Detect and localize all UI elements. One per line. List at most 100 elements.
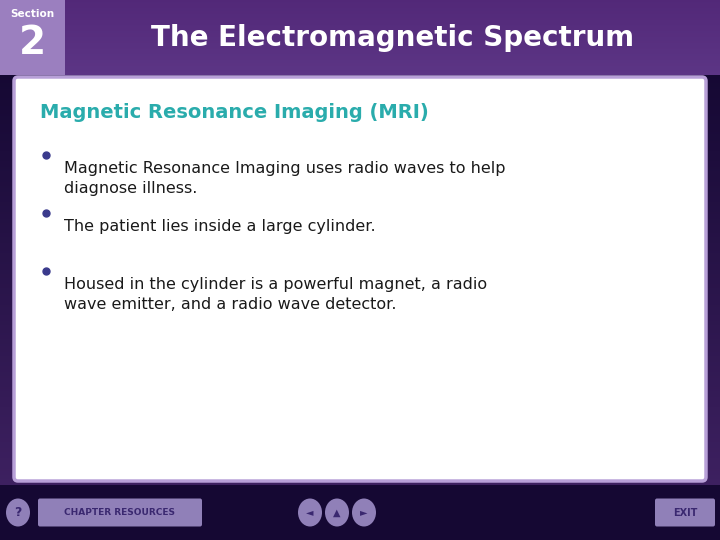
Bar [0, 397, 720, 399]
Bar [0, 3, 720, 4]
Bar [0, 96, 720, 98]
Bar [0, 282, 720, 284]
FancyBboxPatch shape [0, 0, 65, 75]
Bar [0, 62, 720, 63]
Bar [0, 43, 720, 44]
Bar [0, 366, 720, 368]
Bar [0, 374, 720, 376]
Bar [0, 379, 720, 381]
Bar [0, 129, 720, 130]
Bar [0, 130, 720, 132]
Bar [0, 348, 720, 350]
Bar [0, 110, 720, 112]
Bar [0, 12, 720, 13]
Bar [0, 102, 720, 104]
Bar [0, 87, 720, 89]
Bar [0, 444, 720, 446]
Bar [0, 325, 720, 327]
Bar [0, 477, 720, 479]
Bar [0, 40, 720, 41]
Bar [0, 360, 720, 362]
Text: ?: ? [14, 506, 22, 519]
Bar [0, 13, 720, 14]
Bar [0, 458, 720, 461]
Bar [0, 204, 720, 206]
Bar [0, 264, 720, 266]
Bar [0, 83, 720, 85]
Bar [0, 181, 720, 184]
Bar [0, 73, 720, 74]
Bar [0, 171, 720, 173]
Bar [0, 335, 720, 338]
Bar [0, 391, 720, 393]
Bar [0, 45, 720, 46]
Bar [0, 384, 720, 387]
Bar [0, 464, 720, 467]
FancyBboxPatch shape [0, 485, 720, 540]
Bar [0, 79, 720, 81]
Bar [0, 170, 720, 171]
Bar [0, 475, 720, 477]
Bar [0, 159, 720, 161]
Text: The patient lies inside a large cylinder.: The patient lies inside a large cylinder… [64, 219, 376, 234]
Bar [0, 280, 720, 282]
Bar [0, 300, 720, 302]
Text: ►: ► [360, 508, 368, 517]
Bar [0, 327, 720, 329]
Bar [0, 291, 720, 292]
Bar [0, 6, 720, 7]
Bar [0, 231, 720, 233]
Bar [0, 139, 720, 140]
Bar [0, 26, 720, 27]
Bar [0, 51, 720, 52]
Bar [0, 309, 720, 310]
Bar [0, 270, 720, 272]
Bar [0, 278, 720, 280]
Bar [0, 420, 720, 421]
Bar [0, 31, 720, 32]
Bar [0, 17, 720, 18]
Bar [0, 118, 720, 120]
Bar [0, 161, 720, 163]
Bar [0, 188, 720, 190]
Bar [0, 411, 720, 413]
FancyBboxPatch shape [14, 77, 706, 481]
Bar [0, 462, 720, 464]
Bar [0, 370, 720, 372]
Bar [0, 7, 720, 8]
Bar [0, 258, 720, 260]
Bar [0, 61, 720, 62]
Bar [0, 4, 720, 5]
Bar [0, 64, 720, 65]
Bar [0, 36, 720, 37]
Bar [0, 28, 720, 29]
Bar [0, 57, 720, 58]
Bar [0, 247, 720, 249]
Bar [0, 65, 720, 66]
Bar [0, 72, 720, 73]
Bar [0, 81, 720, 83]
Bar [0, 294, 720, 296]
Bar [0, 456, 720, 458]
Bar [0, 227, 720, 229]
Bar [0, 208, 720, 210]
Bar [0, 194, 720, 196]
Bar [0, 381, 720, 382]
Bar [0, 178, 720, 179]
Bar [0, 430, 720, 431]
Bar [0, 1, 720, 2]
Bar [0, 399, 720, 401]
Bar [0, 382, 720, 384]
Bar [0, 310, 720, 313]
Bar [0, 75, 720, 77]
Bar [0, 25, 720, 26]
Bar [0, 15, 720, 16]
Bar [0, 198, 720, 200]
Bar [0, 108, 720, 110]
Bar [0, 431, 720, 434]
Bar [0, 255, 720, 258]
Bar [0, 173, 720, 176]
Bar [0, 116, 720, 118]
Bar [0, 157, 720, 159]
Bar [0, 22, 720, 23]
